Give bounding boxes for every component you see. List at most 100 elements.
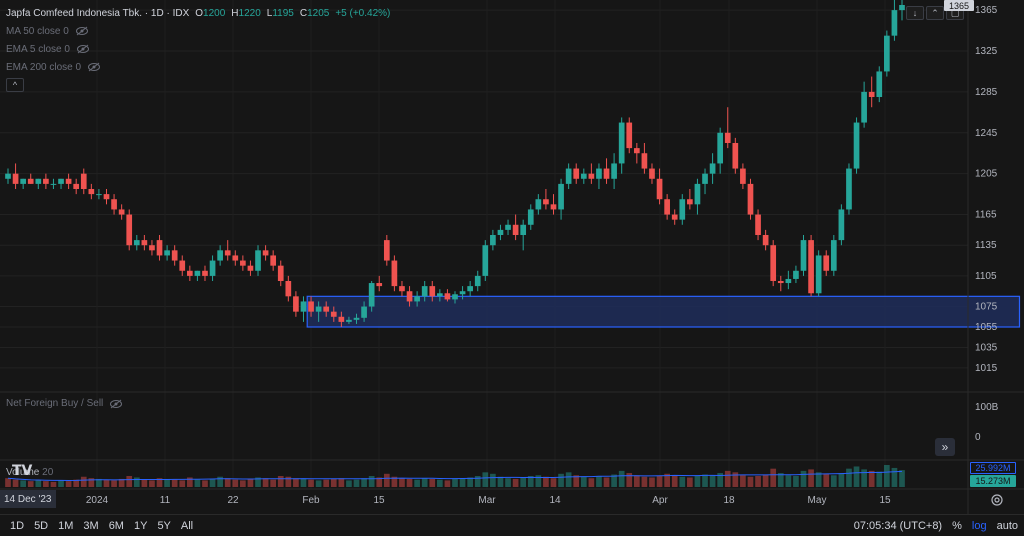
time-tick-label: Mar <box>478 495 496 506</box>
candle-body <box>186 270 193 276</box>
range-all[interactable]: All <box>180 519 194 532</box>
netforeign-tick-label: 100B <box>975 402 999 413</box>
volume-bar <box>308 479 314 487</box>
price-tick-label: 1245 <box>975 128 998 139</box>
price-tick-label: 1165 <box>975 210 997 221</box>
candle-body <box>27 178 34 184</box>
candle-body <box>429 286 436 297</box>
candle-body <box>194 270 201 276</box>
volume-bar <box>853 466 860 487</box>
price-tick-label: 1075 <box>975 302 998 313</box>
volume-bar <box>709 475 716 487</box>
volume-bar <box>838 473 845 487</box>
volume-bar <box>171 479 178 487</box>
gear-icon[interactable] <box>990 493 1004 507</box>
clock[interactable]: 07:05:34 (UTC+8) <box>853 519 943 532</box>
time-tick-label: Feb <box>302 495 320 506</box>
candle-body <box>202 270 208 276</box>
scroll-to-realtime-button[interactable]: » <box>935 438 955 456</box>
candle-body <box>376 283 383 287</box>
volume-bar <box>694 476 701 487</box>
chart-background <box>0 0 1024 514</box>
candle-body <box>565 168 572 184</box>
time-tick-label: 2024 <box>86 495 109 506</box>
candle-body <box>133 240 140 246</box>
open-label: O <box>195 7 204 19</box>
volume-bar <box>96 478 102 487</box>
range-3m[interactable]: 3M <box>83 519 99 532</box>
support-zone <box>306 295 1021 328</box>
candle-body <box>149 245 155 251</box>
candle-body <box>5 173 11 179</box>
range-1y[interactable]: 1Y <box>133 519 148 532</box>
candle-body <box>156 240 163 256</box>
eye-off-icon[interactable] <box>76 44 90 54</box>
time-tick-label: Apr <box>652 495 668 506</box>
volume-bar <box>830 475 837 487</box>
candle-body <box>740 168 746 184</box>
volume-bar <box>777 473 784 487</box>
candle-body <box>490 235 496 246</box>
indicator-ema200[interactable]: EMA 200 close 0 <box>6 58 390 76</box>
volume-bar <box>118 478 125 487</box>
time-tick-label: 15 <box>373 495 385 506</box>
candle-body <box>368 283 375 307</box>
indicator-ema5[interactable]: EMA 5 close 0 <box>6 40 390 58</box>
candle-body <box>535 199 542 210</box>
indicator-ma50[interactable]: MA 50 close 0 <box>6 22 390 40</box>
candle-body <box>611 163 617 179</box>
volume-bar <box>217 476 223 487</box>
open-value: O1200 <box>195 8 225 19</box>
eye-off-icon[interactable] <box>87 62 101 72</box>
volume-bar <box>527 476 534 487</box>
range-6m[interactable]: 6M <box>108 519 124 532</box>
candle-body <box>861 91 867 123</box>
candle-body <box>649 168 655 179</box>
candle-body <box>421 286 428 297</box>
bottom-right-controls: 07:05:34 (UTC+8) % log auto <box>854 520 1018 532</box>
percent-toggle[interactable]: % <box>952 519 962 532</box>
volume-bar <box>421 478 428 487</box>
log-toggle[interactable]: log <box>971 519 987 532</box>
eye-off-icon[interactable] <box>75 26 89 36</box>
volume-bar <box>111 480 117 487</box>
candle-body <box>179 260 186 271</box>
volume-bar <box>338 478 345 487</box>
candle-body <box>732 143 739 169</box>
volume-bar <box>224 478 231 487</box>
candle-body <box>755 214 761 235</box>
candle-body <box>88 189 95 195</box>
close-value: C1205 <box>300 8 329 19</box>
candle-body <box>293 296 299 312</box>
arrow-down-button[interactable]: ↓ <box>906 6 924 20</box>
volume-bar <box>724 470 731 487</box>
volume-bar <box>815 472 822 487</box>
price-chart[interactable]: 1365 1325 1285 1245 1205 1165 1135 1105 1075 1055… <box>0 0 1024 514</box>
candle-body <box>338 316 345 322</box>
candle-body <box>876 71 883 97</box>
range-1m[interactable]: 1M <box>58 519 74 532</box>
volume-bar <box>80 476 87 487</box>
candle-body <box>406 291 413 302</box>
candle-body <box>800 240 807 271</box>
tradingview-logo[interactable]: TV <box>12 463 33 479</box>
volume-bar <box>293 478 299 487</box>
candle-body <box>20 178 26 184</box>
volume-bar <box>762 474 769 487</box>
expand-button[interactable]: ⌃ <box>926 6 944 20</box>
collapse-legend-button[interactable]: ^ <box>6 78 24 92</box>
eye-off-icon[interactable] <box>109 399 123 409</box>
candle-body <box>315 306 322 312</box>
candle-body <box>702 173 708 184</box>
candle-body <box>232 255 239 261</box>
indicator-label: MA 50 close 0 <box>6 25 69 37</box>
candle-body <box>717 132 724 164</box>
range-5d[interactable]: 5D <box>34 519 49 532</box>
volume-bar <box>262 478 269 487</box>
range-1d[interactable]: 1D <box>10 519 25 532</box>
range-5y[interactable]: 5Y <box>157 519 171 532</box>
candle-body <box>353 317 360 320</box>
auto-toggle[interactable]: auto <box>996 519 1018 532</box>
symbol-title[interactable]: Japfa Comfeed Indonesia Tbk. · 1D · IDX <box>6 7 190 19</box>
volume-bar <box>641 476 648 487</box>
